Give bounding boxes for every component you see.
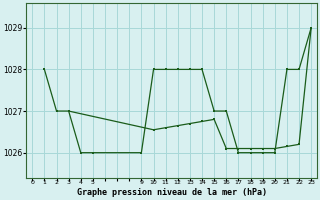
X-axis label: Graphe pression niveau de la mer (hPa): Graphe pression niveau de la mer (hPa) <box>77 188 267 197</box>
